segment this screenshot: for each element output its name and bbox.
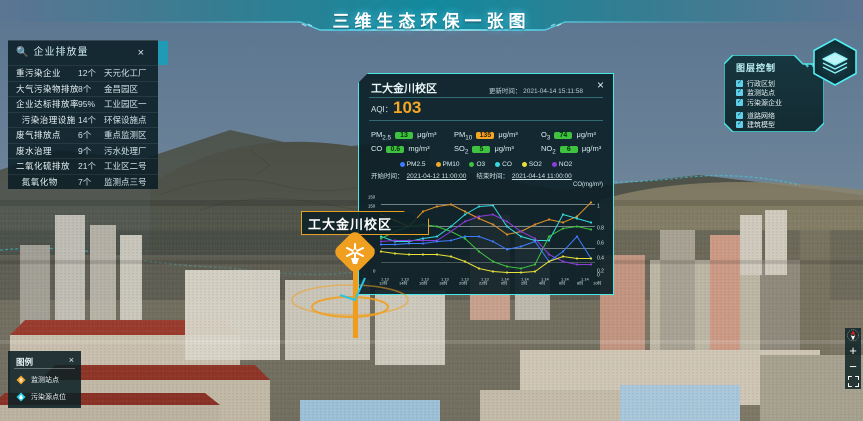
svg-text:8时: 8时 [577,280,583,286]
svg-text:4时: 4时 [539,280,545,286]
svg-text:6时: 6时 [559,280,565,286]
svg-text:0.6: 0.6 [597,241,604,247]
svg-text:10时: 10时 [593,280,601,286]
svg-text:0: 0 [373,269,376,274]
svg-text:16时: 16时 [419,280,427,286]
svg-text:150: 150 [368,195,376,200]
svg-text:20时: 20时 [459,280,467,286]
svg-text:1: 1 [597,204,600,210]
svg-text:100: 100 [368,226,376,231]
svg-text:150: 150 [368,204,376,209]
svg-text:50: 50 [370,248,375,253]
svg-text:14时: 14时 [399,280,407,286]
svg-text:18时: 18时 [439,280,447,286]
svg-text:0.4: 0.4 [597,256,604,262]
svg-text:0.8: 0.8 [597,226,604,232]
svg-text:0: 0 [597,273,600,279]
svg-text:22时: 22时 [479,280,487,286]
svg-text:2时: 2时 [521,280,527,286]
svg-text:12时: 12时 [379,280,387,286]
svg-text:0时: 0时 [501,280,507,286]
